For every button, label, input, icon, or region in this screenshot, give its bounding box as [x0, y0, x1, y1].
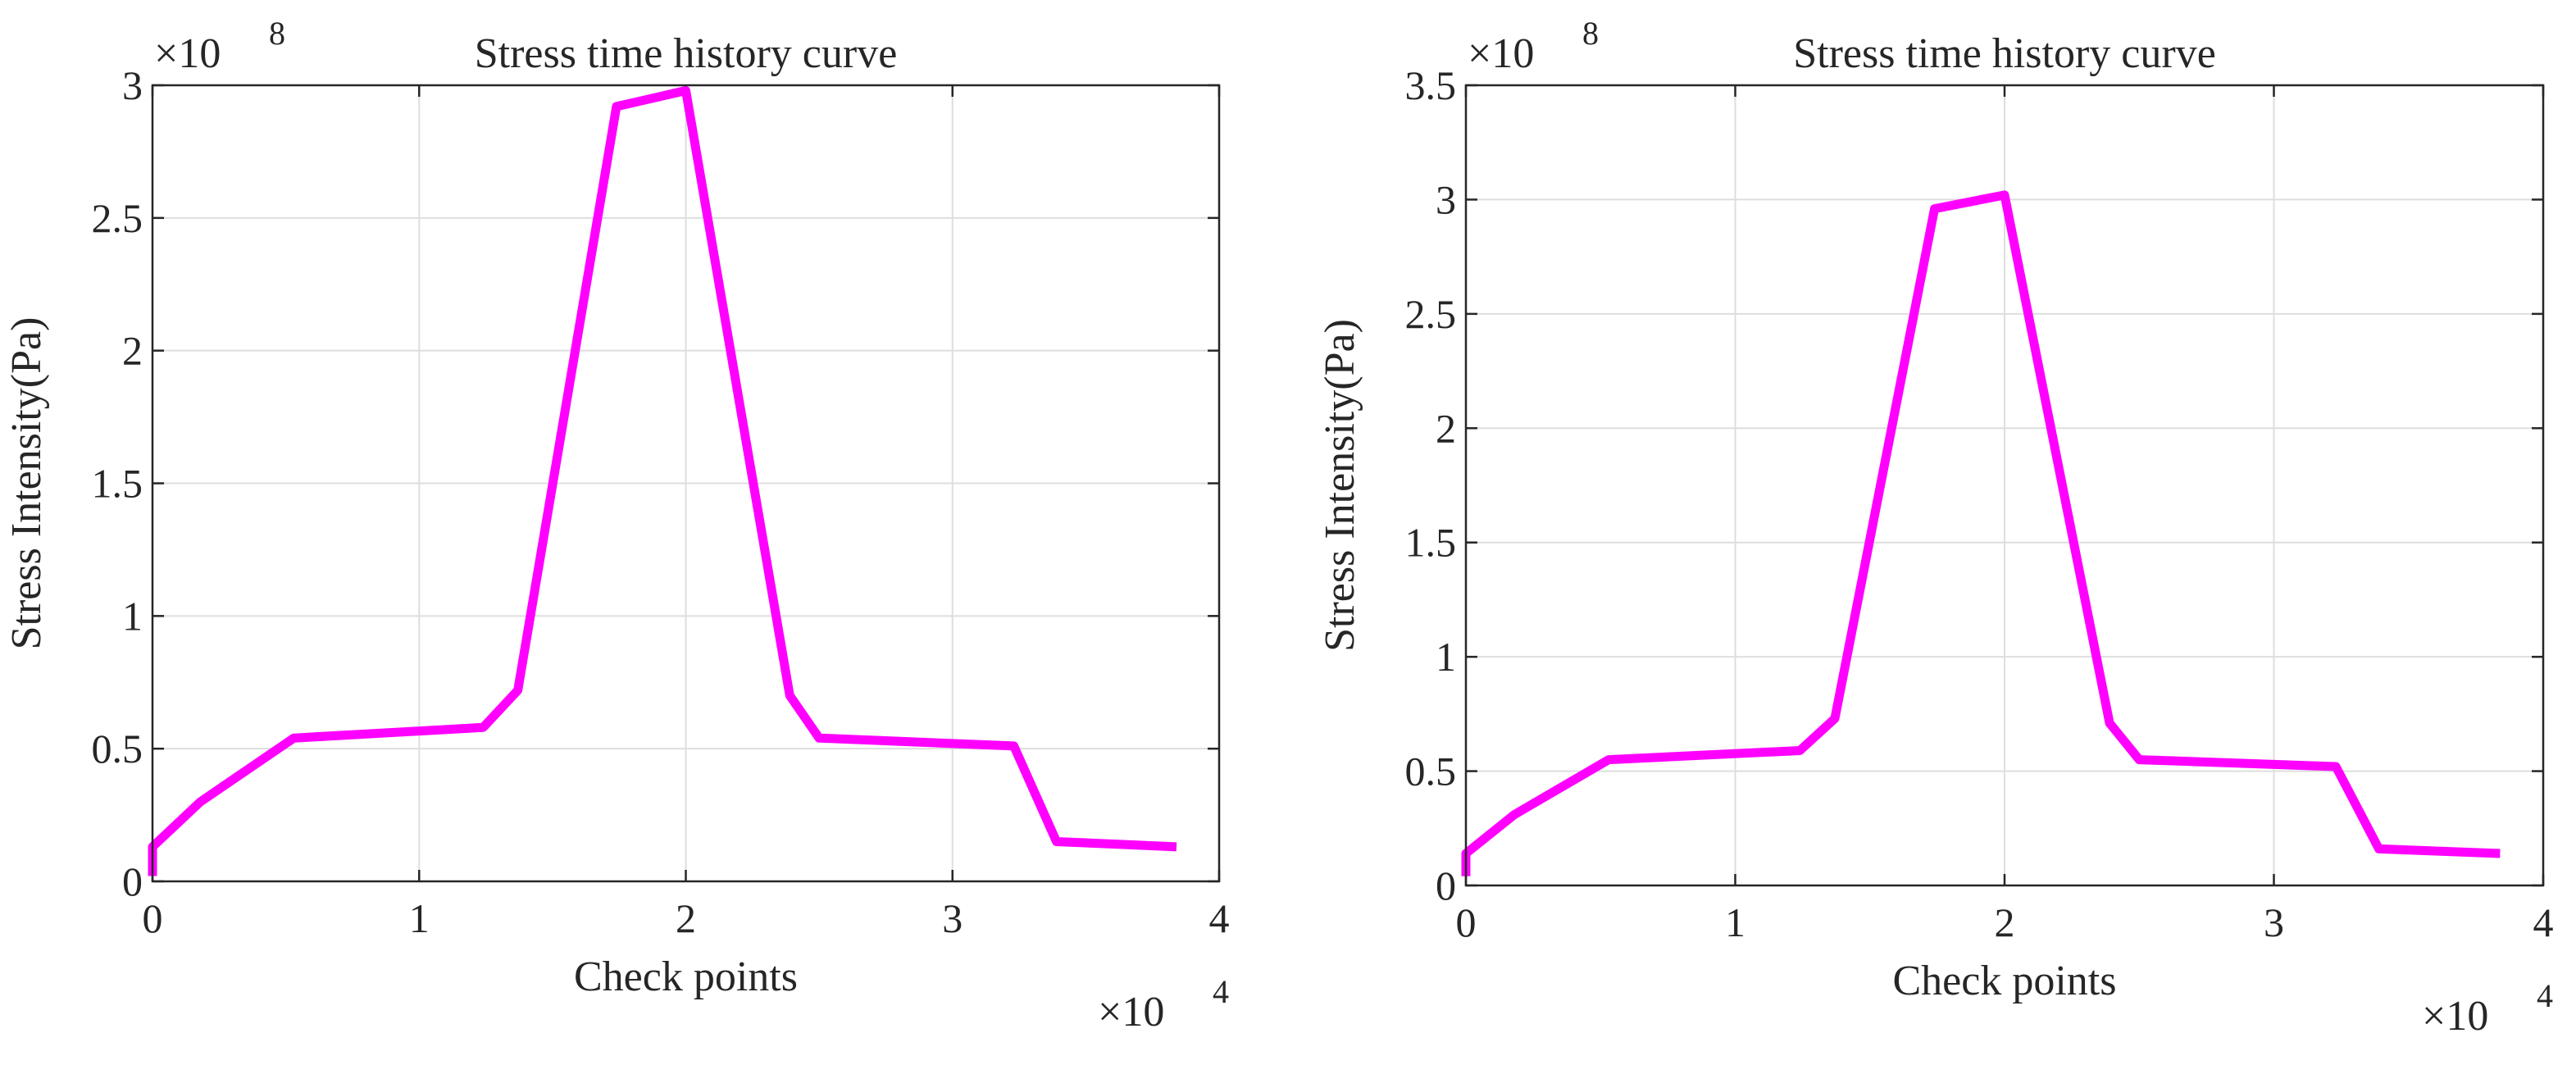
chart-title: Stress time history curve: [475, 30, 898, 77]
y-tick-label: 2: [1436, 405, 1456, 451]
y-tick-label: 1: [122, 593, 143, 639]
chart-title: Stress time history curve: [1793, 30, 2216, 77]
x-tick-label: 0: [143, 895, 163, 941]
x-multiplier: ×10: [1098, 989, 1164, 1035]
x-tick-label: 3: [2264, 899, 2284, 945]
x-tick-label: 2: [1995, 899, 2015, 945]
y-tick-label: 1.5: [1405, 520, 1457, 566]
y-tick-label: 3: [122, 62, 143, 108]
y-tick-label: 1: [1436, 634, 1456, 680]
x-tick-label: 2: [676, 895, 696, 941]
y-axis-label: Stress Intensity(Pa): [3, 317, 50, 650]
y-tick-label: 0.5: [1405, 749, 1457, 794]
y-tick-label: 0: [1436, 862, 1456, 908]
x-multiplier-exponent: 4: [2537, 977, 2553, 1014]
y-tick-label: 0.5: [92, 726, 143, 771]
x-multiplier: ×10: [2422, 993, 2488, 1040]
axes-box: [1464, 84, 2545, 887]
y-multiplier: ×10: [154, 30, 221, 77]
x-tick-label: 4: [2533, 899, 2554, 945]
chart-1: 0 1 2 3 4 0 0.5 1 1.5 2 2.5 3 Stress time history cu…: [3, 15, 1230, 1035]
x-axis-label: Check points: [574, 953, 798, 1000]
x-tick-label: 3: [942, 895, 963, 941]
x-multiplier-exponent: 4: [1213, 973, 1229, 1010]
y-tick-label: 2.5: [1405, 291, 1457, 337]
y-tick-label: 3.5: [1405, 62, 1457, 108]
axes-box: [151, 84, 1221, 883]
y-tick-label: 2: [122, 328, 143, 374]
y-multiplier-exponent: 8: [1582, 15, 1599, 52]
y-tick-label: 3: [1436, 176, 1456, 222]
x-tick-label: 1: [1725, 899, 1745, 945]
y-multiplier: ×10: [1468, 30, 1534, 77]
x-tick-label: 1: [409, 895, 430, 941]
series-line-1: [1461, 190, 2501, 876]
y-tick-label: 0: [122, 858, 143, 904]
chart-2: 0 1 2 3 4 0 0.5 1 1.5 2 2.5 3 3.5 Stress time history…: [1317, 15, 2554, 1040]
y-tick-label: 2.5: [92, 195, 143, 241]
x-tick-label: 0: [1456, 899, 1477, 945]
x-tick-label: 4: [1209, 895, 1230, 941]
y-multiplier-exponent: 8: [269, 15, 285, 52]
series-line-1: [148, 86, 1177, 876]
y-tick-label: 1.5: [92, 461, 143, 507]
y-axis-label: Stress Intensity(Pa): [1317, 319, 1363, 652]
x-axis-label: Check points: [1893, 958, 2117, 1004]
